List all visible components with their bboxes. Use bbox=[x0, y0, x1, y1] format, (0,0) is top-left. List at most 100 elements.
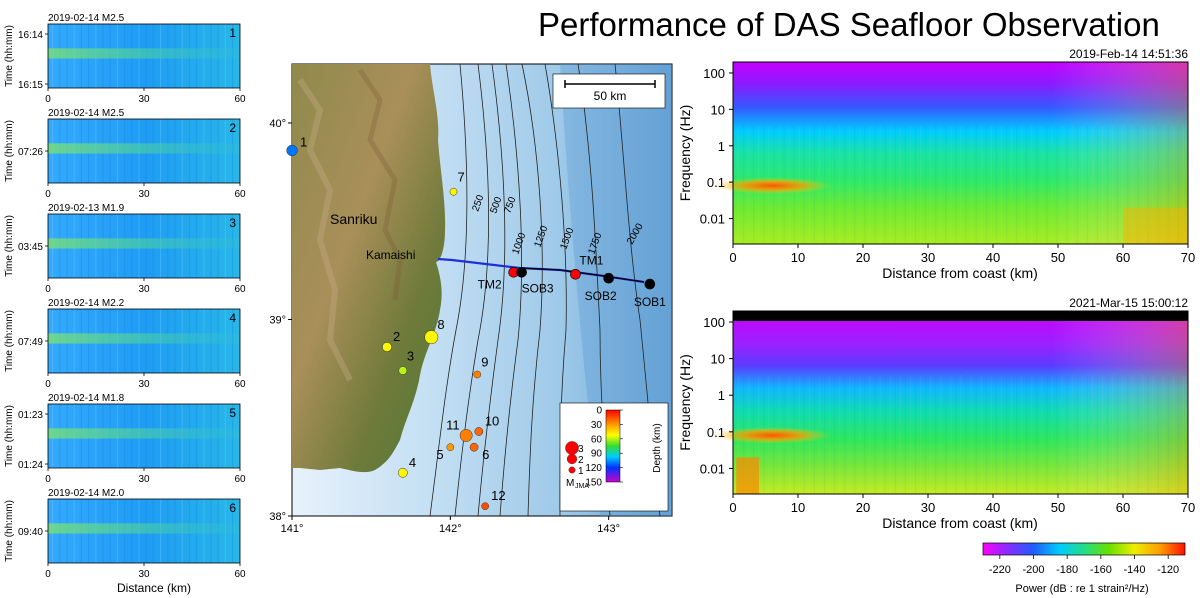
spectrogram-texture bbox=[1026, 375, 1028, 494]
event-marker bbox=[469, 442, 479, 452]
freq-tick: 1 bbox=[718, 388, 725, 403]
das-x-tick: 0 bbox=[45, 189, 51, 200]
spectrogram-texture bbox=[980, 375, 982, 494]
das-event-label: 2019-02-13 M1.9 bbox=[48, 203, 125, 214]
spectrogram-texture bbox=[1006, 375, 1007, 494]
distance-tick: 70 bbox=[1181, 250, 1195, 265]
event-label: 3 bbox=[407, 349, 414, 364]
freq-tick: 10 bbox=[711, 102, 725, 117]
freq-tick: 0.01 bbox=[700, 461, 725, 476]
spectrogram-texture bbox=[834, 375, 836, 494]
depth-tick: 30 bbox=[591, 420, 603, 431]
spectrogram-texture bbox=[920, 125, 922, 244]
spectrogram-texture bbox=[879, 125, 881, 244]
das-panel-number: 1 bbox=[229, 26, 236, 40]
spectrogram-texture bbox=[980, 125, 982, 244]
spectrogram-texture bbox=[1016, 125, 1018, 244]
distance-tick: 60 bbox=[1116, 250, 1130, 265]
spectrogram-texture bbox=[1127, 375, 1129, 494]
power-colorbar: -220 -200 -180 -160 -140 -120 Power (dB : re … bbox=[982, 542, 1186, 595]
spectrogram-texture bbox=[879, 375, 881, 494]
spectrogram-texture bbox=[869, 125, 871, 244]
das-x-tick: 30 bbox=[138, 284, 150, 295]
station-label: TM2 bbox=[478, 277, 502, 291]
spectrogram-timestamp: 2021-Mar-15 15:00:12 bbox=[1069, 296, 1188, 310]
spectrogram-texture bbox=[1102, 375, 1104, 494]
das-x-tick: 60 bbox=[234, 94, 246, 105]
spectrogram-texture bbox=[930, 375, 932, 494]
distance-tick: 40 bbox=[986, 250, 1000, 265]
spectrogram-texture bbox=[1076, 125, 1078, 244]
event-marker bbox=[286, 144, 298, 157]
depth-tick: 60 bbox=[591, 434, 603, 445]
das-event-label: 2019-02-14 M1.8 bbox=[48, 393, 125, 404]
das-x-tick: 60 bbox=[234, 189, 246, 200]
das-time-tick: 16:14 bbox=[18, 30, 43, 41]
spectrogram-texture bbox=[925, 375, 927, 494]
event-marker bbox=[397, 467, 408, 478]
spectrogram-texture bbox=[1076, 375, 1078, 494]
terrain-ridge-2 bbox=[357, 68, 403, 301]
spectrogram-texture bbox=[849, 375, 851, 494]
spectrogram-texture bbox=[1011, 375, 1013, 494]
magnitude-label-sub: JMA bbox=[575, 483, 589, 490]
station-marker bbox=[644, 278, 656, 290]
spectrogram-texture bbox=[960, 125, 962, 244]
spectrogram-texture bbox=[1142, 375, 1144, 494]
spectrogram-texture bbox=[1107, 125, 1109, 244]
spectrogram-texture bbox=[1051, 375, 1053, 494]
spectrogram-texture bbox=[915, 125, 916, 244]
spectrogram-texture bbox=[1112, 125, 1114, 244]
event-marker bbox=[459, 428, 473, 442]
das-x-tick: 60 bbox=[234, 284, 246, 295]
spectrogram-shading bbox=[733, 62, 1188, 244]
depth-colorbar-ticks: 0 30 60 90 120 150 bbox=[585, 406, 623, 489]
spectrogram-texture bbox=[1157, 125, 1159, 244]
spectrogram-texture bbox=[844, 375, 846, 494]
event-label: 11 bbox=[446, 417, 460, 432]
spectrogram-texture bbox=[965, 375, 967, 494]
das-time-tick: 01:24 bbox=[18, 460, 43, 471]
lat-tick: 40° bbox=[269, 118, 286, 130]
event-marker bbox=[382, 342, 392, 352]
spectrogram-panel-2: 100 10 1 0.1 0.01 0 10 20 30 40 50 60 70 Distance fro… bbox=[677, 296, 1195, 531]
frequency-axis-label: Frequency (Hz) bbox=[677, 105, 693, 201]
spectrogram-texture bbox=[975, 375, 977, 494]
das-signal-band bbox=[48, 48, 240, 59]
das-y-axis-label: Time (hh:mm) bbox=[4, 310, 15, 372]
spectrogram-texture bbox=[1177, 125, 1179, 244]
das-panel-5: 2019-02-14 M1.8 5 01:23 01:240 30 60 Time (hh:… bbox=[4, 393, 246, 485]
station-marker bbox=[516, 267, 527, 278]
das-panel-3: 2019-02-13 M1.9 3 03:45 0 30 60 Time (hh:mm) bbox=[4, 203, 246, 295]
depth-colorbar bbox=[605, 409, 621, 483]
magnitude-legend-value: 2 bbox=[578, 455, 584, 466]
event-label: 8 bbox=[437, 317, 444, 332]
das-panel-2: 2019-02-14 M2.5 2 07:26 0 30 60 Time (hh:mm) bbox=[4, 108, 246, 200]
power-tick: -160 bbox=[1090, 564, 1112, 576]
lon-tick: 141° bbox=[281, 523, 304, 535]
power-tick: -140 bbox=[1123, 564, 1145, 576]
das-y-axis-label: Time (hh:mm) bbox=[4, 120, 15, 182]
frequency-axis-label: Frequency (Hz) bbox=[677, 354, 693, 450]
event-label: 2 bbox=[393, 329, 400, 344]
spectrogram-texture bbox=[1182, 125, 1184, 244]
station-marker bbox=[570, 268, 581, 280]
event-marker bbox=[449, 187, 458, 196]
das-panel-number: 5 bbox=[229, 406, 236, 420]
spectrogram-texture bbox=[869, 375, 871, 494]
spectrogram-texture bbox=[915, 375, 916, 494]
freq-tick: 1 bbox=[718, 139, 725, 154]
spectrogram-texture bbox=[1051, 125, 1053, 244]
spectrogram-texture bbox=[950, 375, 952, 494]
spectrogram-texture bbox=[1081, 125, 1083, 244]
das-x-tick: 0 bbox=[45, 284, 51, 295]
das-time-tick: 07:49 bbox=[18, 337, 43, 348]
depth-tick: 0 bbox=[596, 406, 602, 417]
spectrogram-texture bbox=[970, 125, 972, 244]
lat-tick: 38° bbox=[269, 511, 286, 523]
spectrogram-shading bbox=[733, 311, 1188, 494]
spectrogram-frame bbox=[732, 61, 1189, 245]
das-x-tick: 30 bbox=[138, 569, 150, 580]
lon-tick: 142° bbox=[439, 523, 462, 535]
